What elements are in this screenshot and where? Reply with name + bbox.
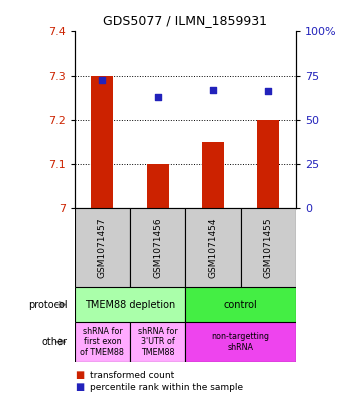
Text: ■: ■ — [75, 370, 84, 380]
Bar — [185, 208, 241, 287]
Text: control: control — [224, 299, 257, 310]
Bar — [130, 322, 185, 362]
Text: other: other — [42, 337, 68, 347]
Text: GSM1071454: GSM1071454 — [208, 217, 217, 278]
Point — [100, 77, 105, 83]
Text: TMEM88 depletion: TMEM88 depletion — [85, 299, 175, 310]
Bar — [130, 208, 185, 287]
Text: ■: ■ — [75, 382, 84, 392]
Bar — [75, 322, 130, 362]
Bar — [241, 208, 296, 287]
Bar — [91, 76, 114, 208]
Point — [155, 94, 160, 100]
Point — [210, 87, 216, 93]
Bar — [75, 287, 185, 322]
Point — [266, 88, 271, 94]
Bar — [147, 164, 169, 208]
Text: GSM1071456: GSM1071456 — [153, 217, 162, 278]
Text: shRNA for
3'UTR of
TMEM88: shRNA for 3'UTR of TMEM88 — [138, 327, 177, 357]
Text: percentile rank within the sample: percentile rank within the sample — [90, 383, 243, 391]
Bar — [185, 322, 296, 362]
Bar — [75, 208, 130, 287]
Text: shRNA for
first exon
of TMEM88: shRNA for first exon of TMEM88 — [81, 327, 124, 357]
Bar — [202, 142, 224, 208]
Text: protocol: protocol — [28, 299, 68, 310]
Text: non-targetting
shRNA: non-targetting shRNA — [211, 332, 270, 352]
Text: GSM1071457: GSM1071457 — [98, 217, 107, 278]
Text: GSM1071455: GSM1071455 — [264, 217, 273, 278]
Text: transformed count: transformed count — [90, 371, 174, 380]
Bar — [185, 287, 296, 322]
Bar — [257, 120, 279, 208]
Title: GDS5077 / ILMN_1859931: GDS5077 / ILMN_1859931 — [103, 15, 267, 28]
